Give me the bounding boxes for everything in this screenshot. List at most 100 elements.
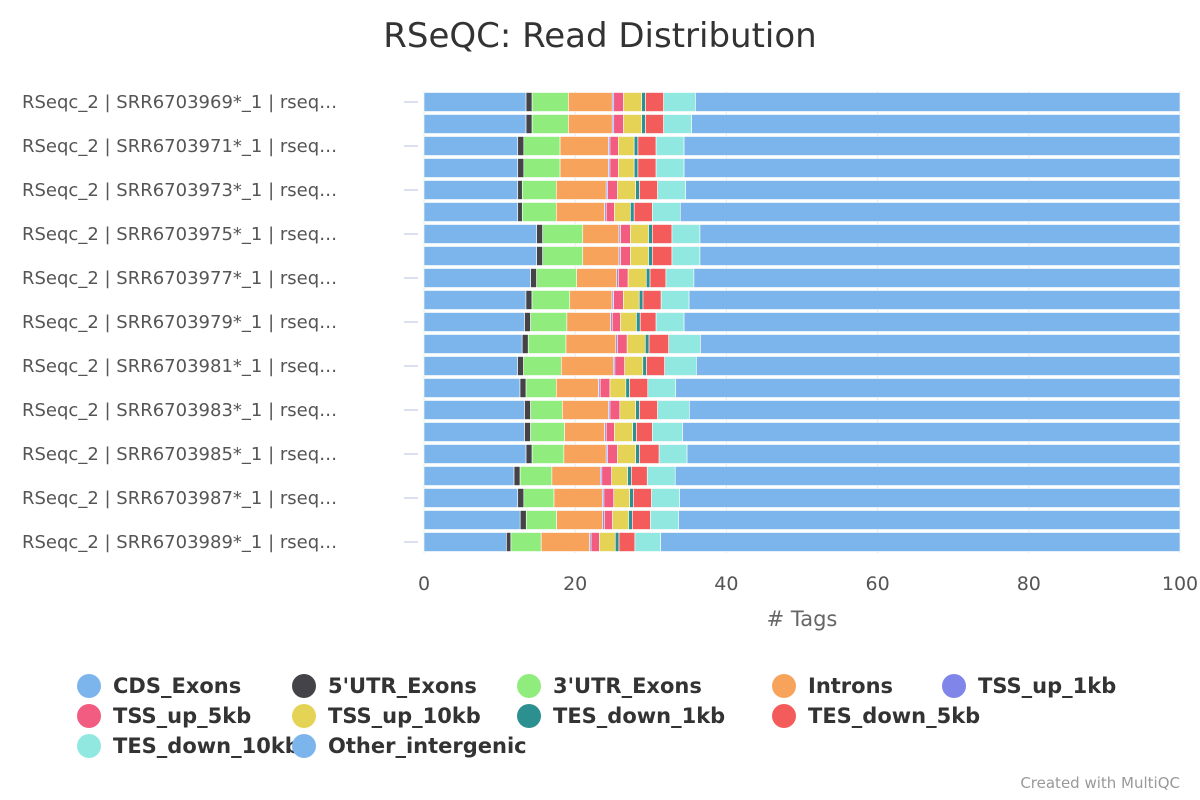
bar-segment[interactable]: [618, 532, 636, 552]
bar-segment[interactable]: [645, 92, 664, 112]
bar-segment[interactable]: [625, 378, 630, 398]
bar-segment[interactable]: [683, 136, 1181, 156]
bar-segment[interactable]: [641, 114, 646, 134]
legend-item[interactable]: TSS_up_5kb: [77, 704, 251, 728]
bar-segment[interactable]: [617, 334, 628, 354]
bar-segment[interactable]: [519, 378, 527, 398]
bar-segment[interactable]: [629, 488, 634, 508]
bar-segment[interactable]: [632, 510, 651, 530]
bar-segment[interactable]: [582, 224, 620, 244]
bar-segment[interactable]: [525, 92, 533, 112]
bar-segment[interactable]: [423, 356, 518, 376]
bar-segment[interactable]: [611, 312, 621, 332]
bar-segment[interactable]: [636, 312, 641, 332]
bar-segment[interactable]: [423, 290, 527, 310]
bar-segment[interactable]: [613, 488, 630, 508]
bar-segment[interactable]: [423, 334, 523, 354]
bar-row[interactable]: [423, 488, 1181, 508]
bar-row[interactable]: [423, 114, 1181, 134]
bar-segment[interactable]: [517, 180, 523, 200]
legend-item[interactable]: Other_intergenic: [292, 734, 527, 758]
bar-segment[interactable]: [678, 510, 1181, 530]
bar-segment[interactable]: [655, 312, 685, 332]
bar-segment[interactable]: [683, 312, 1181, 332]
bar-segment[interactable]: [633, 136, 639, 156]
bar-segment[interactable]: [657, 400, 690, 420]
bar-segment[interactable]: [423, 378, 521, 398]
bar-segment[interactable]: [617, 180, 636, 200]
bar-segment[interactable]: [639, 400, 658, 420]
bar-segment[interactable]: [679, 202, 1181, 222]
bar-segment[interactable]: [555, 378, 599, 398]
bar-row[interactable]: [423, 466, 1181, 486]
bar-segment[interactable]: [646, 466, 676, 486]
bar-segment[interactable]: [423, 114, 527, 134]
bar-segment[interactable]: [562, 400, 609, 420]
bar-segment[interactable]: [629, 378, 649, 398]
bar-segment[interactable]: [609, 158, 619, 178]
bar-segment[interactable]: [524, 400, 531, 420]
legend[interactable]: CDS_Exons 5'UTR_Exons 3'UTR_Exons Introns TS…: [77, 674, 1116, 758]
bar-segment[interactable]: [617, 136, 635, 156]
bar-segment[interactable]: [525, 114, 533, 134]
bar-row[interactable]: [423, 334, 1181, 354]
bar-segment[interactable]: [613, 290, 624, 310]
bar-segment[interactable]: [671, 224, 701, 244]
bar-segment[interactable]: [531, 444, 565, 464]
legend-item[interactable]: 3'UTR_Exons: [517, 674, 702, 698]
bar-segment[interactable]: [620, 224, 631, 244]
bar-segment[interactable]: [536, 224, 543, 244]
bar-segment[interactable]: [645, 268, 651, 288]
bar-row[interactable]: [423, 246, 1181, 266]
bar-segment[interactable]: [566, 312, 612, 332]
bar-segment[interactable]: [517, 158, 525, 178]
bar-segment[interactable]: [559, 136, 609, 156]
bar-segment[interactable]: [648, 334, 669, 354]
bar-segment[interactable]: [582, 246, 620, 266]
bar-segment[interactable]: [423, 422, 525, 442]
bar-segment[interactable]: [617, 268, 629, 288]
bar-segment[interactable]: [660, 532, 1181, 552]
bar-segment[interactable]: [695, 92, 1181, 112]
bar-segment[interactable]: [576, 268, 618, 288]
bar-segment[interactable]: [693, 268, 1181, 288]
bar-segment[interactable]: [686, 444, 1181, 464]
bar-segment[interactable]: [599, 378, 611, 398]
legend-item[interactable]: Introns: [772, 674, 893, 698]
bar-segment[interactable]: [614, 532, 620, 552]
bar-segment[interactable]: [607, 180, 618, 200]
bar-segment[interactable]: [626, 334, 646, 354]
bar-segment[interactable]: [536, 246, 543, 266]
bar-segment[interactable]: [523, 488, 555, 508]
bar-row[interactable]: [423, 400, 1181, 420]
bar-segment[interactable]: [556, 510, 604, 530]
bar-segment[interactable]: [521, 202, 557, 222]
bar-segment[interactable]: [635, 400, 640, 420]
bar-segment[interactable]: [655, 136, 685, 156]
bar-segment[interactable]: [633, 488, 652, 508]
bar-segment[interactable]: [642, 290, 662, 310]
bar-segment[interactable]: [630, 202, 635, 222]
bar-segment[interactable]: [646, 356, 665, 376]
bar-segment[interactable]: [639, 312, 657, 332]
bar-row[interactable]: [423, 378, 1181, 398]
credit-text[interactable]: Created with MultiQC: [1020, 774, 1180, 792]
bar-segment[interactable]: [637, 136, 657, 156]
bar-segment[interactable]: [614, 422, 633, 442]
bar-segment[interactable]: [664, 356, 697, 376]
bar-segment[interactable]: [663, 114, 692, 134]
bar-segment[interactable]: [519, 466, 553, 486]
bar-segment[interactable]: [641, 92, 646, 112]
bar-segment[interactable]: [603, 510, 613, 530]
bar-segment[interactable]: [561, 356, 614, 376]
bar-segment[interactable]: [609, 400, 621, 420]
bar-segment[interactable]: [530, 422, 565, 442]
bar-segment[interactable]: [568, 92, 613, 112]
bar-segment[interactable]: [682, 422, 1181, 442]
bar-segment[interactable]: [685, 180, 1181, 200]
bar-segment[interactable]: [510, 532, 542, 552]
bar-segment[interactable]: [530, 312, 568, 332]
legend-item[interactable]: TES_down_5kb: [772, 704, 980, 728]
bar-segment[interactable]: [627, 466, 632, 486]
bar-segment[interactable]: [553, 488, 603, 508]
